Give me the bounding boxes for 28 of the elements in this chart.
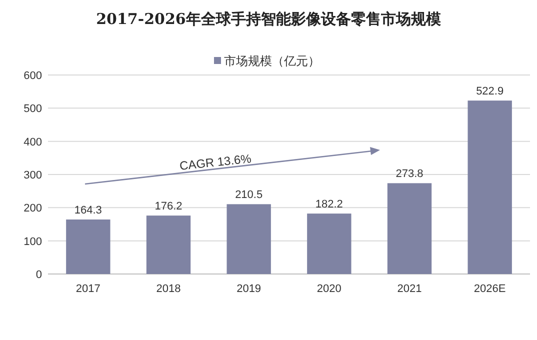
bar	[66, 220, 110, 274]
y-tick-label: 500	[24, 103, 42, 116]
y-tick-label: 600	[24, 70, 42, 82]
legend-label: 市场规模（亿元）	[224, 54, 320, 68]
x-tick-label: 2020	[316, 283, 342, 295]
x-tick-label: 2018	[156, 283, 181, 295]
y-tick-label: 400	[24, 136, 42, 148]
data-label: 182.2	[315, 198, 343, 211]
chart-title: 2017-2026年全球手持智能影像设备零售市场规模	[96, 10, 442, 28]
bar	[468, 100, 512, 274]
y-tick-label: 0	[36, 269, 42, 281]
data-label: 164.3	[74, 204, 102, 217]
data-label: 522.9	[476, 86, 504, 98]
y-tick-label: 100	[24, 236, 42, 248]
bar	[307, 214, 352, 274]
data-label: 210.5	[235, 189, 263, 202]
bar	[226, 204, 271, 274]
x-tick-label: 2021	[397, 283, 422, 295]
x-tick-label: 2026E	[474, 283, 506, 295]
x-tick-label: 2017	[76, 283, 100, 295]
data-label: 273.8	[396, 168, 424, 180]
y-tick-label: 300	[24, 170, 42, 182]
data-label: 176.2	[154, 200, 182, 213]
y-tick-label: 200	[24, 202, 42, 215]
annotation: CAGR 13.6%	[178, 151, 252, 173]
bar	[146, 216, 191, 274]
x-tick-label: 2019	[236, 283, 262, 295]
bar	[387, 183, 432, 274]
